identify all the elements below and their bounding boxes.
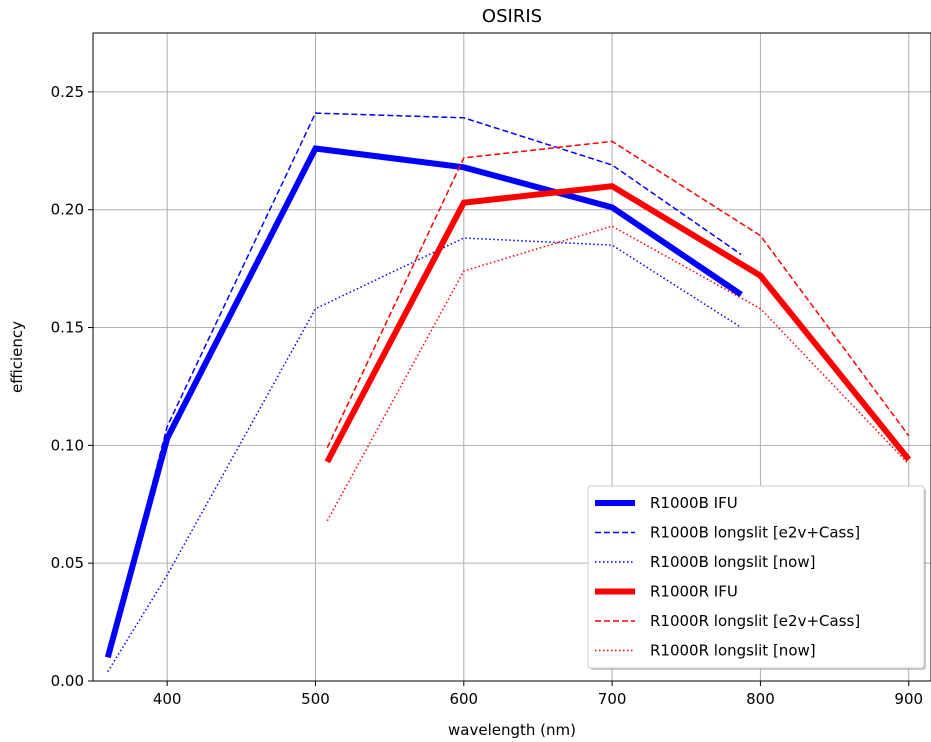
x-tick-label: 600 bbox=[449, 690, 478, 708]
y-tick-label: 0.15 bbox=[51, 319, 84, 337]
y-tick-label: 0.05 bbox=[51, 554, 84, 572]
ticks: 400 500 600 700 800 900 0.00 0.05 0.10 0.15 0.20 0.… bbox=[51, 83, 923, 708]
x-axis-label: wavelength (nm) bbox=[448, 721, 576, 739]
series-line-4 bbox=[324, 183, 912, 464]
chart-title: OSIRIS bbox=[482, 6, 542, 27]
x-tick-label: 500 bbox=[301, 690, 330, 708]
legend: R1000B IFU R1000B longslit [e2v+Cass] R100… bbox=[587, 485, 926, 670]
legend-label-2: R1000B longslit [e2v+Cass] bbox=[650, 524, 860, 542]
y-tick-label: 0.20 bbox=[51, 201, 84, 219]
y-tick-label: 0.00 bbox=[51, 672, 84, 690]
series-line-5 bbox=[326, 140, 910, 449]
legend-label-3: R1000B longslit [now] bbox=[650, 553, 815, 571]
series-lines bbox=[104, 112, 912, 672]
legend-box bbox=[587, 485, 925, 669]
series-line-3 bbox=[107, 237, 742, 672]
plot-frame bbox=[92, 32, 931, 682]
legend-label-1: R1000B IFU bbox=[650, 494, 738, 512]
series-line-6 bbox=[326, 225, 910, 522]
legend-label-6: R1000R longslit [now] bbox=[650, 642, 816, 660]
x-tick-label: 700 bbox=[598, 690, 627, 708]
legend-label-4: R1000R IFU bbox=[650, 583, 738, 601]
series-line-1 bbox=[104, 145, 743, 659]
y-axis-label: efficiency bbox=[8, 321, 26, 393]
series-line-2 bbox=[107, 112, 742, 658]
y-tick-label: 0.10 bbox=[51, 436, 84, 454]
legend-label-5: R1000R longslit [e2v+Cass] bbox=[650, 612, 860, 630]
x-tick-label: 400 bbox=[153, 690, 182, 708]
x-tick-label: 900 bbox=[894, 690, 923, 708]
y-tick-label: 0.25 bbox=[51, 83, 84, 101]
x-tick-label: 800 bbox=[746, 690, 775, 708]
